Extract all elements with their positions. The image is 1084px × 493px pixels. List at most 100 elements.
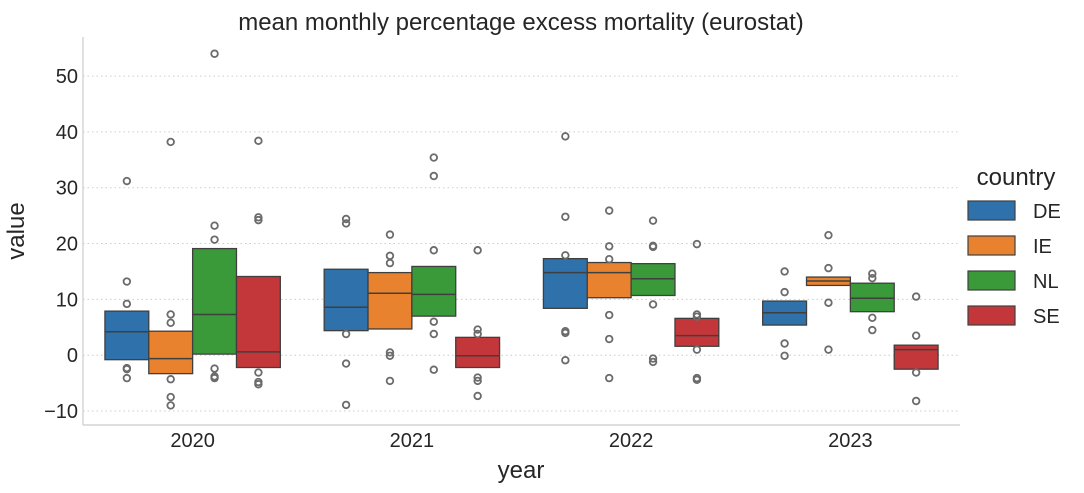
outlier-point [648,242,658,252]
legend-title: country [977,164,1056,191]
outlier-point [648,216,658,225]
outlier-point [254,368,263,377]
axes [82,37,960,426]
outlier-point [166,310,175,319]
outlier-point [122,373,132,383]
series-nl [191,49,895,383]
outlier-point [210,49,219,58]
outlier-point [692,375,702,384]
box-iqr [148,330,194,375]
outlier-point [780,267,789,276]
y-tick-label: 50 [56,66,78,88]
outlier-point [473,325,482,334]
outlier-point [122,277,132,286]
outlier-point [210,235,219,244]
outlier-point [122,299,132,309]
box-iqr [411,265,457,317]
outlier-point [605,334,614,344]
outlier-point [868,269,877,278]
legend-swatch [967,235,1016,256]
outlier-point [341,359,351,368]
outlier-point [648,357,658,367]
outlier-point [166,137,175,147]
outlier-point [254,215,263,225]
box-iqr [191,247,238,355]
outlier-point [911,331,921,340]
y-tick-label: 0 [67,345,78,367]
outlier-point [605,254,614,264]
outlier-point [473,329,482,339]
box-nl-2020 [191,49,238,383]
outlier-point [341,214,351,224]
box-se-2021 [455,246,501,401]
outlier-point [780,339,789,348]
y-tick-label: 30 [56,178,78,200]
legend-item-de: DE [967,200,1061,223]
outlier-point [122,176,132,186]
outlier-point [429,365,438,374]
chart-title: mean monthly percentage excess mortality… [238,9,804,36]
outlier-point [385,348,395,357]
outlier-point [166,318,175,328]
outlier-point [385,258,395,268]
box-de-2020 [104,176,150,383]
outlier-point [254,136,263,146]
outlier-point [210,364,219,373]
box-iqr [849,282,895,313]
outlier-point [648,300,658,309]
legend-label: NL [1033,271,1059,293]
box-de-2021 [323,214,369,410]
box-nl-2021 [411,153,457,374]
outlier-point [341,329,351,339]
legend: country DE IE NL SE [967,164,1061,328]
outlier-point [341,219,351,228]
outlier-point [648,354,658,363]
outlier-point [868,273,877,283]
x-tick-label: 2021 [390,430,435,452]
outlier-point [561,356,570,365]
series-ie [148,137,852,410]
outlier-point [824,263,833,273]
outlier-point [473,373,482,382]
outlier-point [868,313,877,323]
outlier-point [254,380,263,389]
outlier-point [824,298,833,307]
box-se-2023 [893,292,939,406]
box-iqr [893,344,939,370]
outlier-point [429,317,438,326]
legend-swatch [967,200,1016,221]
outlier-point [868,325,877,335]
box-se-2022 [674,239,720,384]
outlier-point [911,368,921,377]
box-ie-2020 [148,137,194,410]
box-de-2022 [542,132,588,365]
outlier-point [824,230,833,240]
legend-item-ie: IE [967,235,1052,258]
outlier-point [429,171,438,181]
outlier-point [385,251,395,261]
outlier-point [692,345,702,354]
box-iqr [630,263,676,297]
outlier-point [605,206,614,215]
outlier-point [210,373,219,383]
x-tick-labels: 2020 2021 2022 2023 [170,430,872,452]
outlier-point [780,351,789,360]
box-ie-2022 [586,206,632,383]
legend-item-nl: NL [967,270,1059,293]
outlier-point [473,246,482,255]
box-iqr [674,317,720,347]
y-tick-label: 20 [56,234,78,256]
outlier-point [561,212,570,221]
x-tick-label: 2022 [609,430,654,452]
box-ie-2021 [367,230,413,386]
legend-item-se: SE [967,305,1060,328]
outlier-point [341,400,351,410]
box-iqr [586,261,632,299]
box-iqr [455,336,501,369]
y-tick-labels: −10 0 10 20 30 40 50 [44,66,78,423]
series-se [235,136,939,406]
outlier-point [385,376,395,386]
outlier-point [561,328,570,338]
outlier-point [561,132,570,141]
box-iqr [367,271,413,330]
